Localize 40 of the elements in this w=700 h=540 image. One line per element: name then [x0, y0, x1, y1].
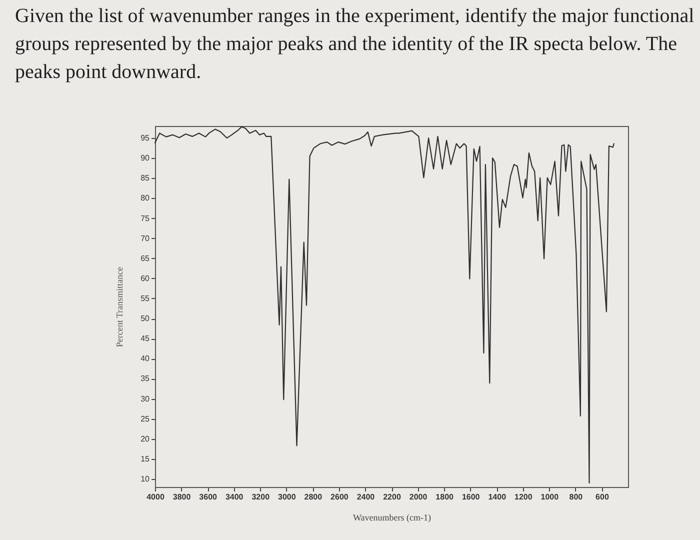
x-tick-label: 3400 [225, 492, 244, 502]
y-axis-title: Percent Transmittance [114, 266, 125, 348]
y-tick-label: 10 [140, 474, 150, 484]
x-tick-label: 800 [569, 492, 584, 502]
chart-title: Given the list of wavenumber ranges in the experiment, identify the major functional groups represented by the major peaks and the identity of the IR specta below. The peaks point downward. [15, 5, 695, 83]
x-tick-label: 3800 [172, 492, 192, 502]
y-tick-label: 40 [140, 354, 150, 364]
x-tick-label: 1800 [436, 492, 454, 502]
x-tick-label: 1400 [488, 492, 507, 502]
y-tick-label: 35 [140, 374, 150, 384]
y-tick-label: 25 [140, 414, 150, 424]
y-tick-label: 95 [140, 134, 150, 143]
y-tick-label: 90 [140, 154, 150, 163]
x-tick-label: 1000 [540, 492, 560, 502]
y-tick-label: 65 [140, 254, 150, 263]
y-tick-label: 55 [140, 294, 150, 303]
y-tick-label: 75 [140, 214, 150, 223]
y-tick-label: 60 [140, 274, 150, 283]
y-tick-label: 20 [140, 434, 150, 444]
y-tick-label: 50 [140, 314, 150, 324]
y-tick-label: 85 [140, 174, 150, 183]
x-tick-label: 3000 [278, 492, 296, 502]
y-tick-label: 70 [140, 234, 150, 243]
y-tick-label: 15 [140, 454, 150, 464]
x-tick-label: 3600 [199, 492, 218, 502]
x-axis-title: Wavenumbers (cm-1) [353, 512, 431, 522]
x-tick-label: 3200 [252, 492, 270, 502]
x-tick-label: 1200 [514, 492, 533, 502]
x-tick-label: 1600 [462, 492, 480, 502]
x-tick-label: 600 [596, 492, 610, 502]
x-tick-label: 4000 [146, 492, 165, 502]
y-tick-label: 80 [140, 194, 150, 203]
x-tick-label: 2600 [330, 492, 349, 502]
x-tick-label: 2400 [356, 492, 376, 502]
x-tick-label: 2200 [383, 492, 402, 502]
x-tick-label: 2800 [304, 492, 323, 502]
x-tick-label: 2000 [409, 492, 428, 502]
y-tick-label: 30 [140, 394, 150, 404]
line-series [154, 126, 614, 484]
y-tick-label: 45 [140, 334, 150, 344]
